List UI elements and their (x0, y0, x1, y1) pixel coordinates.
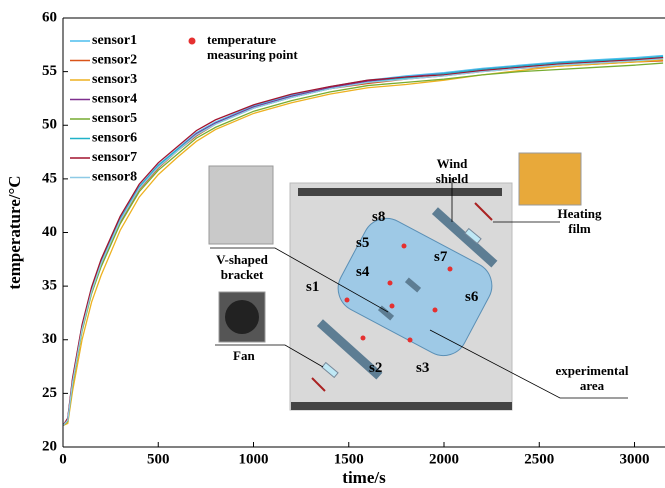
annotation: s8 (372, 210, 392, 225)
legend-point (189, 38, 196, 45)
annotation: s7 (434, 250, 454, 265)
y-tick-label: 25 (42, 385, 57, 401)
annotation: Heating film (552, 206, 607, 236)
photo-heater (519, 153, 581, 205)
annotation: temperature measuring point (207, 32, 322, 62)
annotation: experimental area (547, 363, 637, 393)
x-tick-label: 2000 (429, 451, 459, 467)
legend-label: sensor6 (92, 131, 137, 146)
y-tick-label: 40 (42, 224, 57, 240)
annotation: Wind shield (426, 156, 478, 186)
y-tick-label: 55 (42, 63, 57, 79)
annotation: s4 (356, 265, 376, 280)
legend-label: sensor3 (92, 72, 137, 87)
y-tick-label: 20 (42, 438, 57, 454)
annotation: s1 (306, 280, 326, 295)
x-tick-label: 1500 (334, 451, 364, 467)
wall (298, 188, 502, 196)
point (408, 338, 413, 343)
x-tick-label: 0 (59, 451, 67, 467)
legend-label: sensor5 (92, 111, 137, 126)
x-axis-title: time/s (342, 468, 386, 487)
y-axis-title: temperature/°C (5, 175, 24, 289)
y-tick-label: 50 (42, 117, 57, 133)
annotation: s5 (356, 236, 376, 251)
y-tick-label: 35 (42, 278, 57, 294)
wall (291, 402, 512, 410)
x-tick-label: 2500 (524, 451, 554, 467)
legend-label: sensor4 (92, 92, 137, 107)
point (448, 267, 453, 272)
y-tick-label: 60 (42, 9, 57, 25)
y-tick-label: 30 (42, 331, 57, 347)
point (361, 336, 366, 341)
legend-label: sensor8 (92, 170, 137, 185)
annotation: s2 (369, 361, 389, 376)
legend-label: sensor2 (92, 53, 137, 68)
point (345, 298, 350, 303)
legend-label: sensor7 (92, 150, 137, 165)
x-tick-label: 3000 (620, 451, 650, 467)
annotation: V-shaped bracket (202, 252, 282, 282)
y-tick-label: 45 (42, 170, 57, 186)
point (388, 281, 393, 286)
x-tick-label: 500 (147, 451, 170, 467)
chart: 20 25 30 35 40 45 50 55 60 0 500 1000 1500 2000 2500 30… (0, 0, 665, 488)
figure: 20 25 30 35 40 45 50 55 60 0 500 1000 1500 2000 2500 30… (0, 0, 665, 488)
point (402, 244, 407, 249)
annotation: s3 (416, 361, 436, 376)
point (433, 308, 438, 313)
legend-label: sensor1 (92, 33, 137, 48)
fan-blade (225, 300, 259, 334)
point (390, 304, 395, 309)
photo-bracket (209, 166, 273, 244)
annotation: s6 (465, 290, 485, 305)
annotation: Fan (233, 348, 273, 363)
x-tick-label: 1000 (239, 451, 269, 467)
